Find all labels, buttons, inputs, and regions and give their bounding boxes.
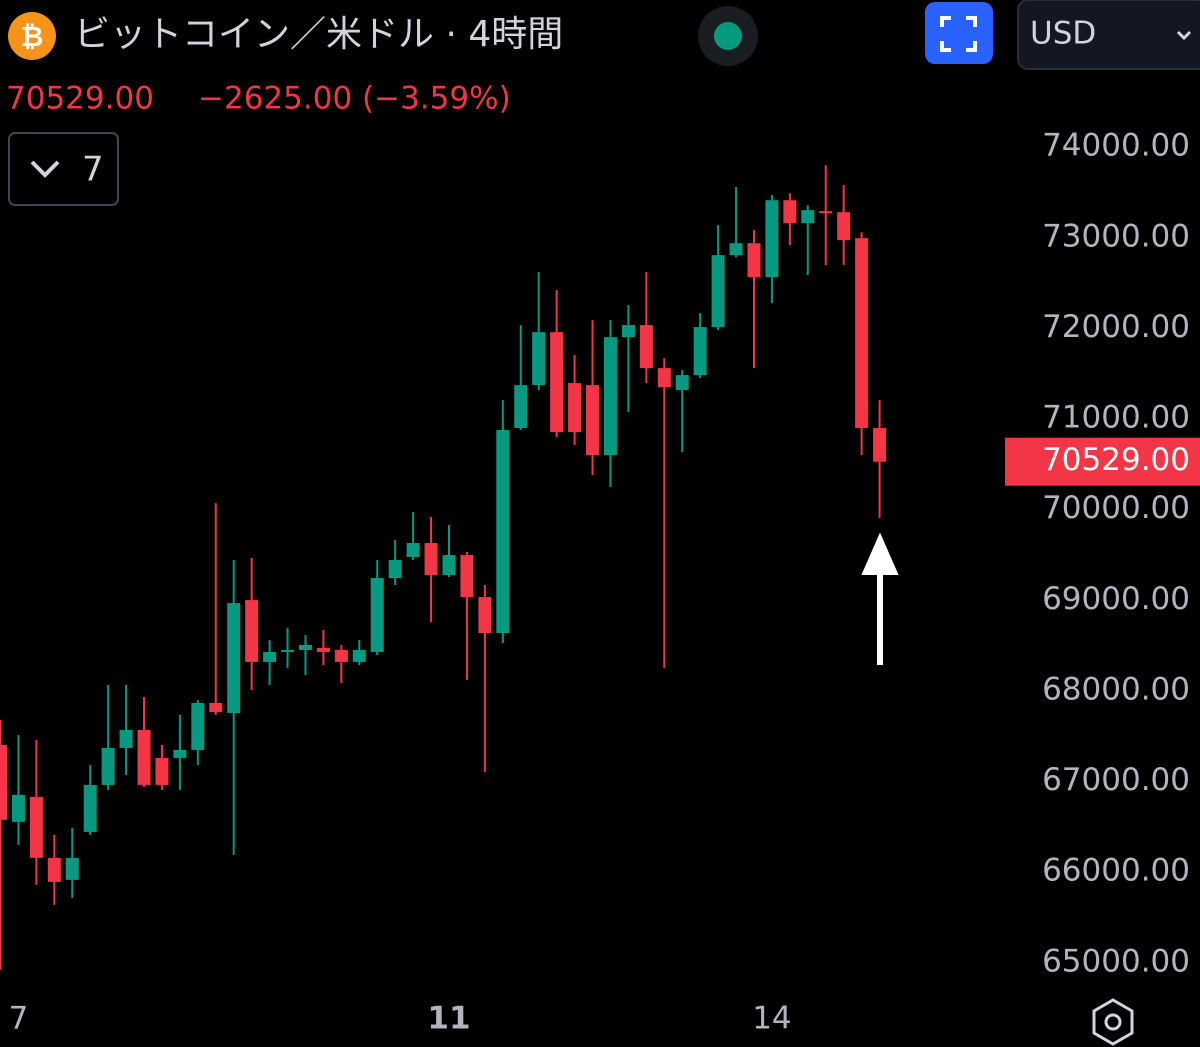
last-price: 70529.00 — [6, 81, 154, 117]
candle-body — [603, 337, 617, 456]
candle-body — [83, 784, 97, 832]
candle-body — [819, 211, 833, 214]
currency-select[interactable]: USD — [1017, 0, 1200, 70]
candle-body — [765, 200, 779, 278]
candle-body — [657, 368, 671, 388]
candle-body — [11, 794, 25, 822]
y-tick-label: 74000.00 — [1042, 128, 1190, 164]
last-price-tag — [1005, 437, 1200, 486]
candle-body — [209, 702, 223, 712]
candle-body — [478, 597, 492, 634]
candle-body — [586, 385, 600, 456]
x-tick-label: 14 — [752, 1001, 791, 1037]
candle-body — [711, 255, 725, 328]
candle-body — [191, 702, 205, 750]
indicators-toggle[interactable]: 7 — [8, 132, 119, 206]
candle-body — [352, 649, 366, 662]
y-tick-label: 69000.00 — [1042, 581, 1190, 617]
candle-body — [873, 428, 887, 462]
candle-body — [514, 385, 528, 429]
candle-body — [263, 651, 277, 662]
candle-body — [639, 325, 653, 369]
candle-body — [316, 647, 330, 652]
currency-chevron — [1176, 30, 1192, 41]
y-tick-label: 66000.00 — [1042, 853, 1190, 889]
symbol-title[interactable]: ビットコイン／米ドル · 4時間 — [74, 14, 563, 55]
candle-body — [281, 649, 295, 652]
candle-body — [496, 430, 510, 634]
candle-body — [29, 796, 43, 858]
x-tick-label: 11 — [427, 1001, 470, 1037]
candle-body — [245, 600, 259, 662]
currency-label: USD — [1030, 16, 1096, 52]
scan-button-bg — [925, 2, 993, 64]
status-dot — [714, 22, 742, 50]
x-tick-label: 7 — [9, 1001, 29, 1037]
candle-body — [173, 749, 187, 758]
y-tick-label: 72000.00 — [1042, 309, 1190, 345]
y-tick-label: 65000.00 — [1042, 943, 1190, 979]
y-tick-label: 73000.00 — [1042, 218, 1190, 254]
candle-body — [568, 383, 582, 433]
candle-body — [406, 543, 420, 557]
candle-body — [801, 210, 815, 224]
candle-body — [370, 578, 384, 652]
candle-body — [783, 200, 797, 224]
candle-body — [65, 857, 79, 880]
candle-body — [693, 327, 707, 376]
candle-body — [298, 644, 312, 650]
scan-icon — [940, 16, 977, 52]
candle-body — [119, 729, 133, 748]
indicators-toggle-bg — [8, 132, 119, 206]
candle-body — [855, 238, 869, 429]
candle-body — [334, 649, 348, 662]
y-tick-label: 67000.00 — [1042, 762, 1190, 798]
y-tick-label: 68000.00 — [1042, 671, 1190, 707]
candle-body — [227, 603, 241, 713]
indicators-count: 7 — [82, 150, 104, 190]
last-price-label: 70529.00 — [1042, 442, 1190, 478]
currency-select-bg — [1017, 0, 1200, 70]
candle-body — [137, 729, 151, 785]
settings-icon-center — [1104, 1013, 1122, 1031]
candle-body — [550, 332, 564, 433]
candle-body — [442, 555, 456, 576]
candle-body — [675, 375, 689, 391]
settings-icon[interactable] — [1092, 998, 1134, 1046]
candle-body — [101, 747, 115, 785]
candle-body — [424, 543, 438, 576]
candle-body — [0, 744, 7, 820]
y-tick-label: 71000.00 — [1042, 400, 1190, 436]
candle-body — [47, 857, 61, 882]
annotation-arrow — [861, 532, 899, 665]
candle-body — [388, 559, 402, 579]
candle-body — [837, 212, 851, 241]
y-tick-label: 70000.00 — [1042, 490, 1190, 526]
candle-body — [155, 757, 169, 785]
candle-body — [747, 243, 761, 278]
candle-body — [532, 332, 546, 386]
indicators-chevron — [30, 160, 60, 178]
coin-icon — [8, 12, 56, 60]
price-change: −2625.00 (−3.59%) — [198, 81, 511, 117]
candle-body — [621, 325, 635, 338]
coin-symbol: ₿ — [21, 20, 44, 53]
candle-body — [729, 243, 743, 256]
candle-body — [460, 555, 474, 598]
scan-button[interactable] — [925, 2, 993, 64]
